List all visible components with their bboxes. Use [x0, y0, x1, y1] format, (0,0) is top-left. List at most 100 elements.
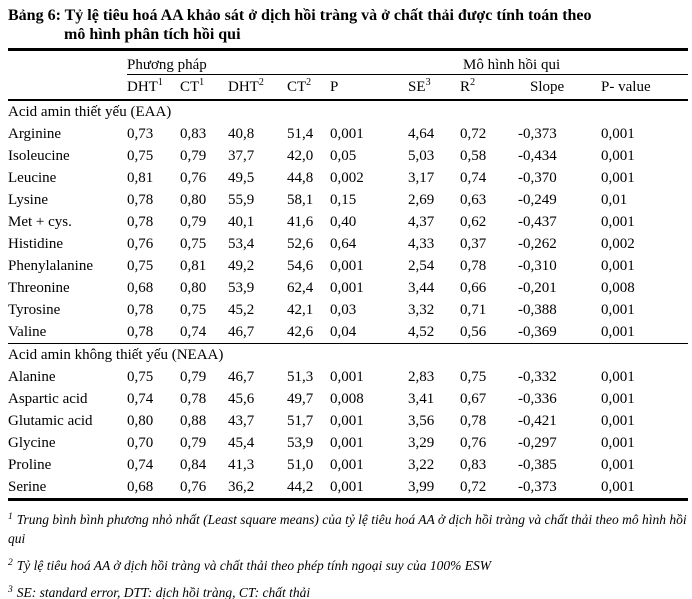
table-row: Glycine 0,70 0,79 45,4 53,9 0,001 3,29 0,76 -0,2… — [8, 432, 688, 454]
data-cell: 3,41 — [408, 391, 435, 407]
caption-line-2: mô hình phân tích hồi qui — [64, 26, 241, 43]
row-label: Leucine — [8, 170, 57, 186]
column-header-row: DHT1 CT1 DHT2 CT2 P SE3 R2 Slope P- valu… — [8, 74, 689, 101]
footnote-marker: 3 — [8, 584, 13, 595]
data-cell: 46,7 — [228, 369, 255, 385]
table-row: Proline 0,74 0,84 41,3 51,0 0,001 3,22 0,83 -0,3… — [8, 454, 688, 476]
table-row: Aspartic acid 0,74 0,78 45,6 49,7 0,008 3,41 0,… — [8, 388, 688, 410]
data-cell: -0,434 — [518, 148, 557, 164]
data-cell: 0,76 — [127, 236, 154, 252]
data-cell: 37,7 — [228, 148, 255, 164]
table-row: Tyrosine 0,78 0,75 45,2 42,1 0,03 3,32 0,71 -0,3… — [8, 299, 688, 321]
footnote-marker: 1 — [8, 511, 13, 522]
data-cell: 42,1 — [287, 302, 314, 318]
col-header-r2: R2 — [460, 74, 519, 101]
data-cell: -0,385 — [518, 457, 557, 473]
data-cell: 43,7 — [228, 413, 255, 429]
data-cell: 0,67 — [460, 391, 487, 407]
footnote-marker: 2 — [8, 557, 13, 568]
data-cell: 46,7 — [228, 324, 255, 340]
data-cell: 0,001 — [601, 391, 635, 407]
data-cell: -0,297 — [518, 435, 557, 451]
data-cell: 0,75 — [180, 236, 207, 252]
data-cell: 3,17 — [408, 170, 435, 186]
data-cell: 0,001 — [601, 457, 635, 473]
data-cell: -0,310 — [518, 258, 557, 274]
data-cell: 40,1 — [228, 214, 255, 230]
row-label: Valine — [8, 324, 47, 340]
data-cell: 51,0 — [287, 457, 314, 473]
col-header-slope: Slope — [518, 74, 602, 101]
data-cell: 0,001 — [601, 258, 635, 274]
data-cell: -0,369 — [518, 324, 557, 340]
data-cell: 0,001 — [330, 258, 364, 274]
data-cell: 0,001 — [601, 170, 635, 186]
data-cell: 0,001 — [330, 369, 364, 385]
data-cell: 2,69 — [408, 192, 435, 208]
data-cell: 0,75 — [127, 258, 154, 274]
data-cell: 0,74 — [460, 170, 487, 186]
data-cell: 51,4 — [287, 126, 314, 142]
data-cell: -0,336 — [518, 391, 557, 407]
data-cell: 0,008 — [601, 280, 635, 296]
data-cell: 0,001 — [601, 148, 635, 164]
data-cell: 0,74 — [127, 457, 154, 473]
data-cell: -0,373 — [518, 479, 557, 495]
section-header: Acid amin thiết yếu (EAA) — [8, 104, 172, 120]
data-cell: 0,002 — [330, 170, 364, 186]
footnote: 1 Trung bình bình phương nhỏ nhất (Least … — [8, 510, 692, 548]
data-cell: 0,66 — [460, 280, 487, 296]
data-cell: -0,373 — [518, 126, 557, 142]
data-cell: 0,001 — [601, 435, 635, 451]
group-header-regression: Mô hình hồi qui — [408, 49, 689, 75]
data-cell: 0,79 — [180, 214, 207, 230]
data-cell: 0,001 — [601, 479, 635, 495]
data-cell: 0,56 — [460, 324, 487, 340]
col-header-dht1: DHT1 — [127, 74, 180, 101]
data-cell: 0,78 — [460, 413, 487, 429]
data-cell: 49,2 — [228, 258, 255, 274]
data-cell: 0,70 — [127, 435, 154, 451]
row-label: Lysine — [8, 192, 48, 208]
caption-line-1: Bảng 6: Tỷ lệ tiêu hoá AA khảo sát ở dịc… — [8, 7, 592, 24]
col-header-p: P — [330, 74, 409, 101]
data-cell: 0,71 — [460, 302, 487, 318]
data-cell: 0,37 — [460, 236, 487, 252]
data-cell: 51,3 — [287, 369, 314, 385]
data-cell: 0,79 — [180, 148, 207, 164]
col-header-ct1: CT1 — [180, 74, 228, 101]
data-cell: 0,40 — [330, 214, 357, 230]
data-cell: 0,80 — [180, 192, 207, 208]
data-cell: 0,01 — [601, 192, 628, 208]
table-row: Serine 0,68 0,76 36,2 44,2 0,001 3,99 0,72 -0,37… — [8, 476, 688, 500]
data-cell: 58,1 — [287, 192, 314, 208]
footnote: 3 SE: standard error, DTT: dịch hồi tràng… — [8, 583, 692, 599]
footnote: 2 Tỷ lệ tiêu hoá AA ở dịch hồi tràng và c… — [8, 556, 692, 575]
data-cell: 0,05 — [330, 148, 357, 164]
row-label: Phenylalanine — [8, 258, 93, 274]
data-cell: 0,83 — [460, 457, 487, 473]
data-cell: 0,72 — [460, 126, 487, 142]
row-label: Histidine — [8, 236, 63, 252]
table-row: Met + cys. 0,78 0,79 40,1 41,6 0,40 4,37 0,62 -0… — [8, 211, 688, 233]
data-cell: 3,56 — [408, 413, 435, 429]
data-cell: 4,37 — [408, 214, 435, 230]
footnote-text: SE: standard error, DTT: dịch hồi tràng,… — [16, 585, 311, 599]
data-cell: 40,8 — [228, 126, 255, 142]
data-cell: 4,64 — [408, 126, 435, 142]
table-row: Glutamic acid 0,80 0,88 43,7 51,7 0,001 3,56 0,… — [8, 410, 688, 432]
row-label: Glutamic acid — [8, 413, 93, 429]
data-cell: 0,001 — [330, 457, 364, 473]
footnote-text: Trung bình bình phương nhỏ nhất (Least s… — [8, 512, 687, 546]
data-cell: 0,78 — [180, 391, 207, 407]
table-row: Histidine 0,76 0,75 53,4 52,6 0,64 4,33 0,37 -0,… — [8, 233, 688, 255]
data-cell: 0,001 — [601, 214, 635, 230]
row-label: Aspartic acid — [8, 391, 88, 407]
data-cell: 0,75 — [180, 302, 207, 318]
col-header-dht2: DHT2 — [228, 74, 287, 101]
data-cell: 0,72 — [460, 479, 487, 495]
row-label: Threonine — [8, 280, 70, 296]
data-cell: 53,9 — [228, 280, 255, 296]
footnotes: 1 Trung bình bình phương nhỏ nhất (Least … — [8, 510, 692, 599]
